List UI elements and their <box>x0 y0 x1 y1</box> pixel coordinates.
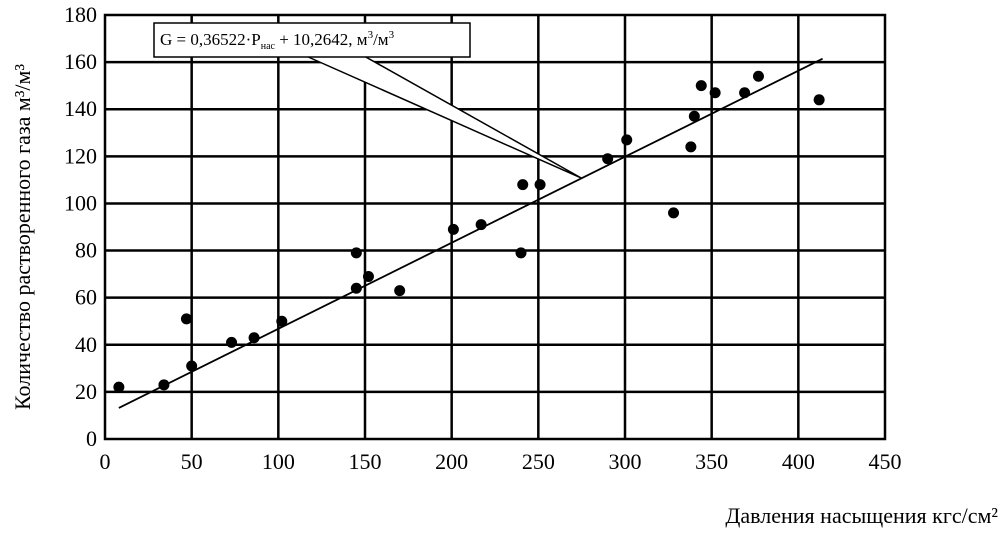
trendline <box>118 57 824 409</box>
equation-callout: G = 0,36522·Pнас + 10,2642, м3/м3 <box>153 22 583 179</box>
data-point <box>276 315 288 327</box>
x-tick-label: 250 <box>522 449 555 474</box>
y-tick-label: 0 <box>86 426 97 451</box>
data-point <box>752 70 764 82</box>
y-tick-label: 100 <box>64 190 97 215</box>
x-tick-label: 200 <box>435 449 468 474</box>
callout-box <box>153 22 471 58</box>
data-point <box>475 219 487 231</box>
callout-pointer <box>305 55 583 179</box>
x-tick-label: 50 <box>181 449 203 474</box>
data-point <box>739 87 751 99</box>
y-tick-label: 80 <box>75 238 97 263</box>
data-point <box>515 247 527 259</box>
data-point <box>813 94 825 106</box>
data-point <box>688 110 700 122</box>
equation-sup1: 3 <box>368 29 374 41</box>
trendline-layer <box>118 57 824 409</box>
data-point <box>350 282 362 294</box>
data-point <box>602 153 614 165</box>
y-tick-label: 180 <box>64 2 97 27</box>
data-point <box>685 141 697 153</box>
y-tick-label: 20 <box>75 379 97 404</box>
data-point <box>695 80 707 92</box>
data-point <box>350 247 362 259</box>
y-tick-label: 160 <box>64 49 97 74</box>
x-axis-label: Давления насыщения кгс/см² <box>725 503 998 528</box>
y-tick-label: 140 <box>64 96 97 121</box>
equation-subscript: нас <box>261 41 276 52</box>
data-point <box>668 207 680 219</box>
x-tick-label: 0 <box>100 449 111 474</box>
x-tick-label: 300 <box>609 449 642 474</box>
x-tick-label: 400 <box>782 449 815 474</box>
tick-labels: 0 50 100 150 200 250 300 350 400 450 0 20 40 60 80 100 1… <box>64 2 902 474</box>
grid <box>103 13 887 441</box>
data-point <box>447 223 459 235</box>
equation-suffix: + 10,2642, м <box>275 30 368 49</box>
x-tick-label: 450 <box>869 449 902 474</box>
y-tick-label: 40 <box>75 332 97 357</box>
data-point <box>362 270 374 282</box>
equation-prefix: G = 0,36522·P <box>160 30 261 49</box>
x-tick-label: 100 <box>262 449 295 474</box>
x-tick-label: 150 <box>349 449 382 474</box>
data-point <box>180 313 192 325</box>
data-point <box>186 360 198 372</box>
data-point <box>709 87 721 99</box>
data-point <box>158 379 170 391</box>
data-point <box>534 179 546 191</box>
x-tick-label: 350 <box>695 449 728 474</box>
data-point <box>248 332 260 344</box>
data-point <box>517 179 529 191</box>
y-tick-label: 120 <box>64 143 97 168</box>
y-axis-label: Количество растворенного газа м³/м³ <box>10 64 35 410</box>
trendline-equation: G = 0,36522·Pнас + 10,2642, м3/м3 <box>160 29 395 52</box>
y-tick-label: 60 <box>75 285 97 310</box>
equation-slash: /м <box>373 30 389 49</box>
data-point <box>621 134 633 146</box>
data-point <box>226 336 238 348</box>
data-point <box>113 381 125 393</box>
data-point <box>394 285 406 297</box>
plot-frame <box>103 13 887 441</box>
equation-sup2: 3 <box>389 29 395 41</box>
data-points <box>113 70 825 393</box>
